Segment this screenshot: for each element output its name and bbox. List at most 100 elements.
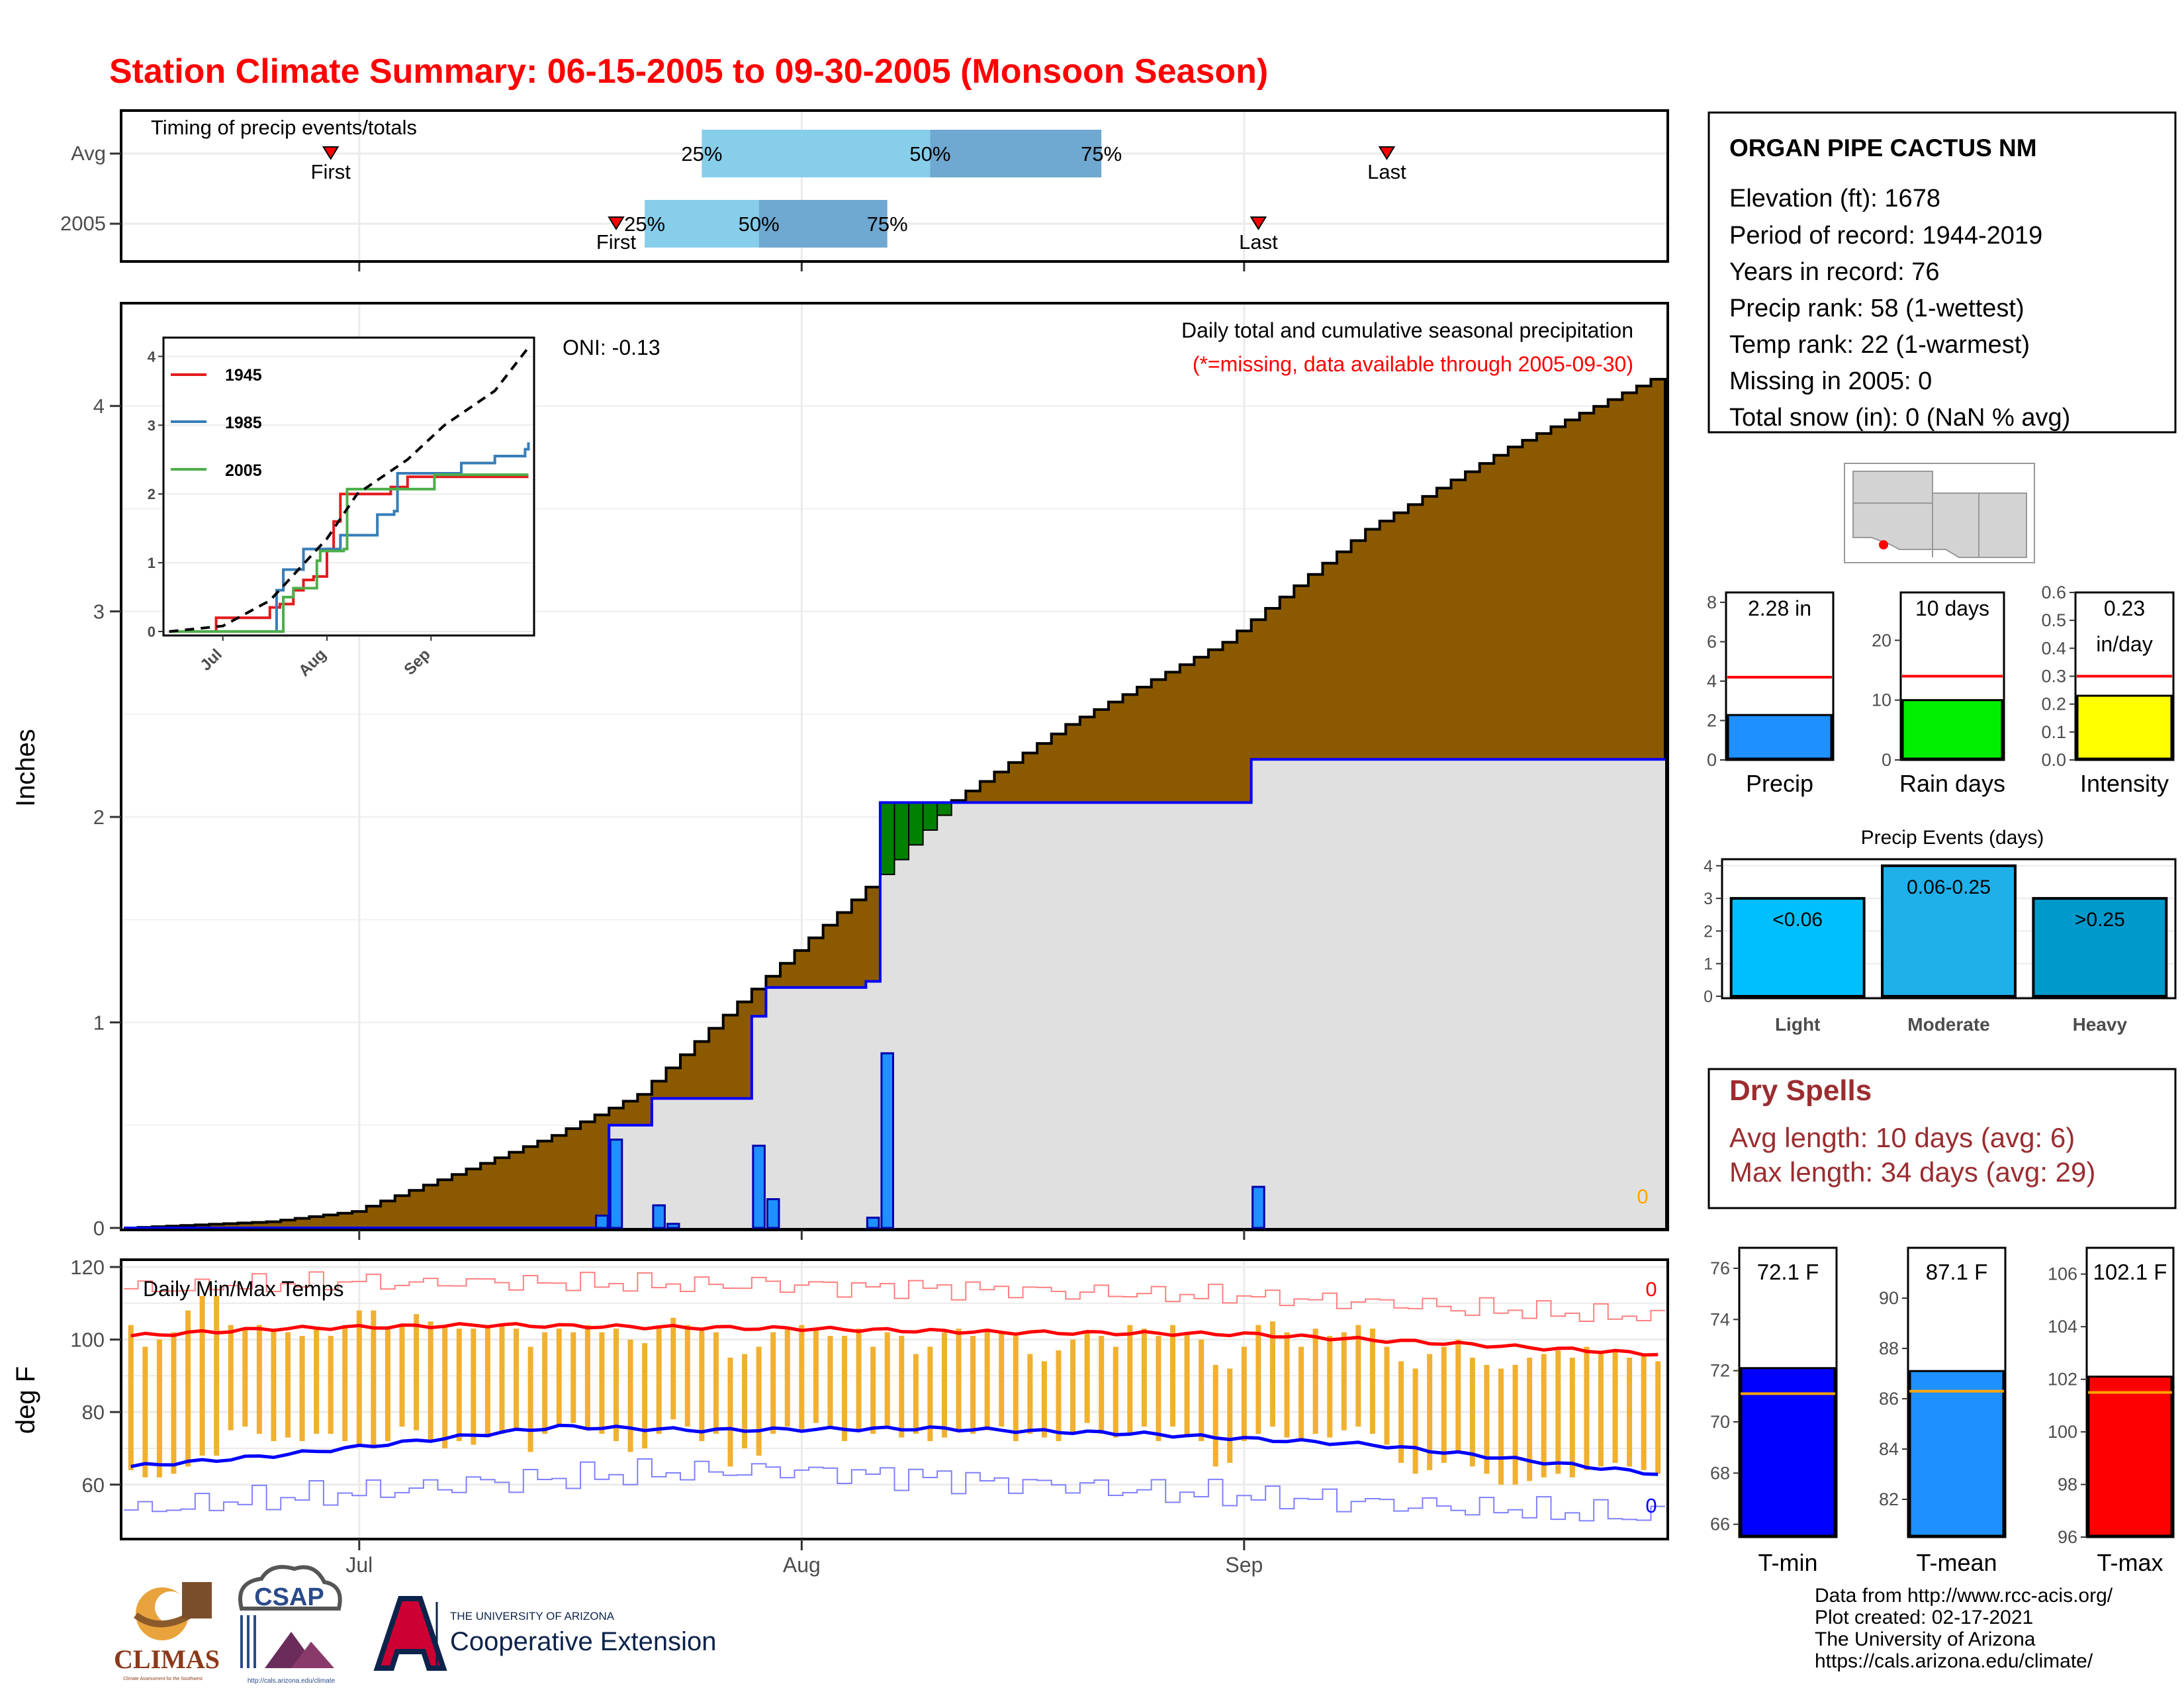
events-ytick-label-4: 4 xyxy=(1704,857,1713,876)
timing-label-q50-2005: 50% xyxy=(739,212,780,236)
daily-temp-bar-46 xyxy=(784,1329,790,1427)
climas-logo-subtext: Climate Assessment for the Southwest xyxy=(123,1677,203,1681)
daily-temp-bar-65 xyxy=(1056,1350,1062,1442)
station-name: ORGAN PIPE CACTUS NM xyxy=(1729,134,2037,162)
year-cumulative-area xyxy=(124,759,1665,1228)
daily-temp-bar-73 xyxy=(1170,1325,1176,1427)
summary-tick-label-1-1: 10 xyxy=(1872,690,1891,710)
daily-temp-bar-63 xyxy=(1027,1354,1033,1434)
daily-temp-bar-3 xyxy=(171,1332,177,1474)
csap-logo-subtext: http://cals.arizona.edu/climate xyxy=(248,1677,336,1685)
daily-temp-bar-41 xyxy=(713,1332,719,1434)
events-bar-moderate xyxy=(1881,864,2017,998)
summary-label-2: Intensity xyxy=(2080,770,2169,797)
summary-tick-label-2-2: 0.2 xyxy=(2041,694,2066,714)
credit-university: The University of Arizona xyxy=(1815,1628,2036,1650)
tsum-tick-label-2-3: 102 xyxy=(2048,1370,2077,1389)
summary-value-0: 2.28 in xyxy=(1748,596,1811,620)
station-line-elevation: Elevation (ft): 1678 xyxy=(1729,185,1940,212)
timing-label-first-2005: First xyxy=(596,230,637,254)
events-bar-label-2: Heavy xyxy=(2073,1014,2128,1035)
daily-precip-bar-3 xyxy=(666,1223,680,1229)
temp-missing-min: 0 xyxy=(1645,1494,1657,1517)
timing-row-label-avg: Avg xyxy=(71,142,106,165)
daily-temp-bar-72 xyxy=(1156,1336,1161,1442)
precip-panel: 0 1 2 3 4 Inches Daily total and cumulative … xyxy=(11,302,1669,1240)
daily-temp-bar-47 xyxy=(799,1325,805,1430)
daily-temp-bar-14 xyxy=(328,1336,334,1434)
daily-temp-bar-89 xyxy=(1398,1361,1404,1463)
daily-temp-bar-101 xyxy=(1569,1357,1575,1477)
daily-precip-bar-5 xyxy=(766,1198,780,1229)
precip-events-chart: Precip Events (days) 0 1 2 3 4 <0.06 Light 0.06… xyxy=(1704,827,2177,1035)
tsum-label-2: T-max xyxy=(2097,1549,2163,1576)
daily-temp-bar-62 xyxy=(1013,1336,1019,1442)
daily-temp-bar-36 xyxy=(642,1343,648,1448)
daily-temp-bar-90 xyxy=(1412,1368,1418,1474)
daily-temp-bar-20 xyxy=(414,1314,420,1430)
inset-series-2005 xyxy=(169,473,529,633)
daily-temp-bar-105 xyxy=(1627,1357,1633,1467)
daily-temp-bar-99 xyxy=(1541,1354,1547,1477)
climas-logo-text: CLIMAS xyxy=(114,1644,220,1674)
daily-temp-bar-92 xyxy=(1441,1346,1447,1463)
daily-temp-bar-4 xyxy=(185,1310,191,1467)
timing-label-first-Avg: First xyxy=(311,160,351,183)
daily-temp-bar-26 xyxy=(499,1325,505,1434)
summary-tick-label-0-2: 4 xyxy=(1707,671,1717,691)
inset-series-1985 xyxy=(169,442,530,633)
page-title: Station Climate Summary: 06-15-2005 to 0… xyxy=(109,52,1268,91)
daily-temp-bar-28 xyxy=(527,1346,533,1452)
dry-spells-avg: Avg length: 10 days (avg: 6) xyxy=(1729,1122,2075,1153)
daily-precip-bar-1 xyxy=(609,1139,623,1229)
daily-temp-bar-9 xyxy=(256,1325,262,1434)
summary-tick-label-2-0: 0.0 xyxy=(2041,750,2066,770)
x-axis: Jul Aug Sep xyxy=(345,1230,1263,1577)
timing-label-q75-Avg: 75% xyxy=(1081,142,1122,165)
precip-ytick-label-2: 2 xyxy=(93,806,105,829)
inset-avg-line xyxy=(169,346,530,633)
events-bar-label-0: Light xyxy=(1775,1014,1820,1035)
summary-tick-label-1-0: 0 xyxy=(1882,750,1891,770)
tsum-label-1: T-mean xyxy=(1916,1549,1997,1576)
temp-summary-bars: 66 68 70 72 74 76 72.1 F T-min 82 84 86 88 90 87.1 F T… xyxy=(1710,1246,2175,1576)
daily-temp-bar-8 xyxy=(242,1329,248,1427)
daily-temp-bar-83 xyxy=(1312,1329,1318,1434)
daily-temp-bar-54 xyxy=(899,1336,905,1438)
daily-temp-bar-57 xyxy=(941,1332,947,1438)
daily-precip-bar-4 xyxy=(752,1145,766,1229)
daily-temp-bar-58 xyxy=(956,1329,962,1430)
daily-temp-bar-87 xyxy=(1369,1329,1375,1434)
daily-temp-bar-21 xyxy=(428,1321,433,1442)
summary-tick-label-0-1: 2 xyxy=(1707,710,1717,730)
inset-ytick-label-2: 2 xyxy=(148,486,156,502)
tsum-tick-label-2-0: 96 xyxy=(2058,1527,2077,1547)
locator-map xyxy=(1844,463,2035,563)
summary-tick-label-0-4: 8 xyxy=(1707,592,1717,612)
tsum-tick-label-2-4: 104 xyxy=(2048,1317,2077,1336)
daily-temp-bar-5 xyxy=(199,1295,205,1456)
events-ytick-label-2: 2 xyxy=(1704,922,1713,941)
daily-temp-bar-69 xyxy=(1113,1346,1118,1438)
daily-temp-bar-24 xyxy=(471,1329,477,1445)
inset-ytick-label-1: 1 xyxy=(148,555,156,571)
daily-temp-bar-56 xyxy=(927,1346,933,1442)
dry-spells-title: Dry Spells xyxy=(1729,1074,1872,1107)
summary-tick-label-1-2: 20 xyxy=(1872,630,1891,650)
daily-temp-bar-35 xyxy=(627,1339,633,1452)
daily-temp-bar-98 xyxy=(1527,1357,1533,1481)
year-cumulative-line xyxy=(124,758,1665,1229)
daily-temp-bar-29 xyxy=(542,1332,548,1434)
daily-temp-bar-107 xyxy=(1655,1361,1661,1474)
inset-legend-1985: 1985 xyxy=(225,414,262,432)
daily-temp-bar-64 xyxy=(1041,1361,1047,1438)
summary-tick-label-2-5: 0.5 xyxy=(2041,610,2066,630)
daily-temp-bar-40 xyxy=(699,1329,705,1442)
daily-temp-bar-55 xyxy=(913,1354,919,1434)
temp-panel: 60 80 100 120 Daily Min/Max Temps deg F 0 0 xyxy=(11,1256,1669,1540)
tsum-bar-0 xyxy=(1740,1367,1836,1537)
tsum-bar-1 xyxy=(1909,1370,2005,1537)
oni-value: ONI: -0.13 xyxy=(563,336,660,359)
daily-temp-bar-51 xyxy=(856,1329,862,1430)
